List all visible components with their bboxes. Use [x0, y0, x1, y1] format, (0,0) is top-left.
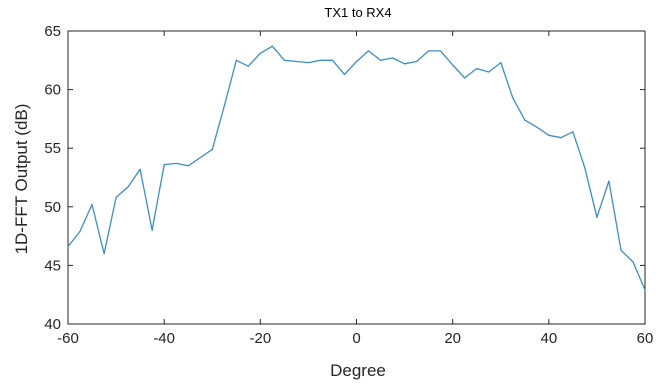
x-axis-label: Degree	[330, 361, 386, 380]
data-point	[151, 229, 153, 231]
data-point	[512, 97, 514, 99]
data-point	[572, 131, 574, 133]
y-tick-label: 45	[44, 257, 61, 274]
data-point	[584, 167, 586, 169]
data-point	[548, 134, 550, 136]
x-tick-label: 20	[444, 330, 461, 347]
y-tick-label: 50	[44, 199, 61, 216]
data-point	[608, 180, 610, 182]
data-point	[223, 105, 225, 107]
data-point	[379, 59, 382, 61]
data-point	[428, 50, 430, 52]
data-point	[524, 119, 526, 121]
data-point	[331, 59, 334, 61]
data-point	[476, 67, 478, 70]
x-tick-label: -40	[153, 330, 175, 347]
data-point	[391, 57, 394, 59]
axes-box	[67, 30, 646, 325]
data-point	[247, 65, 249, 67]
data-point	[620, 249, 622, 251]
data-point	[355, 60, 358, 63]
data-point	[632, 261, 634, 263]
data-point	[259, 52, 261, 54]
y-axis-label: 1D-FFT Output (dB)	[12, 104, 31, 255]
data-point	[163, 164, 165, 166]
data-point	[319, 59, 322, 61]
data-point	[488, 71, 490, 73]
data-point	[343, 73, 346, 75]
x-tick-label: -20	[249, 330, 271, 347]
y-tick-label: 40	[44, 316, 61, 333]
x-tick-label: 0	[352, 330, 360, 347]
data-point	[283, 59, 285, 61]
data-point	[500, 62, 502, 64]
y-tick-label: 65	[44, 23, 61, 40]
data-point	[560, 137, 562, 139]
data-point	[211, 148, 213, 150]
data-point	[67, 246, 69, 248]
data-point	[307, 62, 310, 64]
y-tick-label: 55	[44, 140, 61, 157]
data-point	[271, 45, 273, 47]
data-point	[440, 50, 442, 52]
data-point	[127, 186, 129, 188]
x-tick-label: 60	[637, 330, 654, 347]
data-point	[464, 77, 466, 79]
data-point	[91, 203, 93, 206]
chart-title: TX1 to RX4	[324, 5, 391, 20]
data-point	[403, 63, 406, 65]
x-tick-label: -60	[57, 330, 79, 347]
data-point	[187, 165, 189, 167]
data-point	[596, 216, 598, 218]
data-point	[115, 196, 117, 199]
data-point	[452, 64, 454, 66]
data-point	[235, 59, 237, 61]
plot-area: -60 -40 -20 0 20 40 60 40 45 50 55 60 65	[44, 23, 653, 347]
data-point	[139, 168, 141, 170]
data-point	[103, 253, 105, 255]
data-point	[644, 289, 646, 291]
data-point	[79, 230, 81, 233]
data-point	[295, 60, 297, 63]
data-point	[536, 126, 538, 128]
data-point	[416, 60, 418, 63]
y-tick-label: 60	[44, 82, 61, 99]
series-line	[67, 45, 646, 291]
x-tick-label: 40	[540, 330, 557, 347]
data-point	[175, 162, 177, 165]
data-point	[367, 50, 370, 52]
data-point	[199, 156, 201, 159]
